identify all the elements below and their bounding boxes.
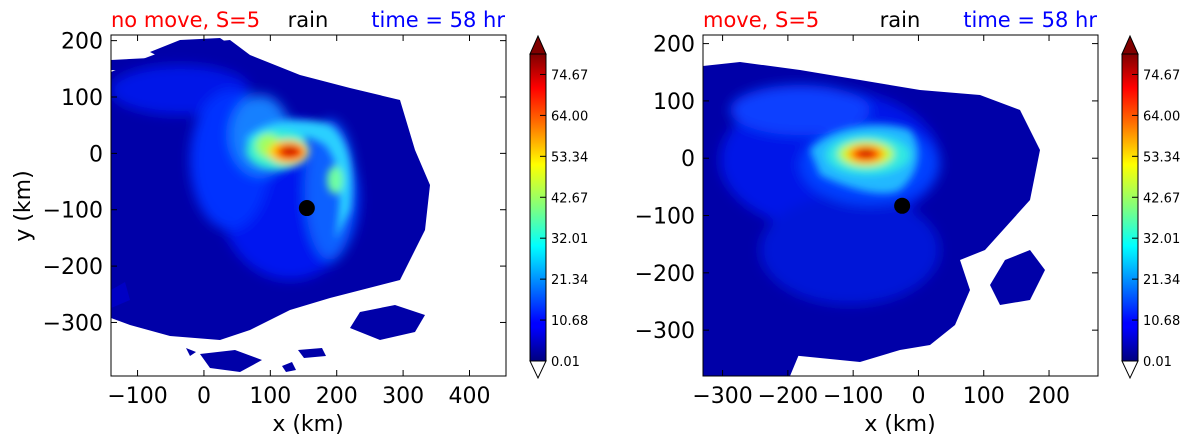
panel1-rain-field: [111, 38, 430, 372]
panel2-colorbar-tick-label: 42.67: [1143, 191, 1180, 206]
panel1-colorbar: 0.01 10.68 21.34 32.01 42.67 53.34 64.00 74.67: [529, 34, 588, 380]
panel2-colorbar-tick-label: 74.67: [1143, 68, 1180, 83]
panel1-title-left: no move, S=5: [111, 8, 260, 32]
panel1-y-axis: 200 100 0 −100 −200 −300: [43, 30, 506, 336]
panel2-xtick-label: 0: [911, 384, 925, 409]
panel1-plot-frame: [110, 34, 507, 377]
panel-move: move, S=5 rain time = 58 hr −300: [635, 8, 1181, 437]
panel1-ytick-label: −100: [43, 199, 103, 224]
panel2-x-axis: −300 −200 −100 0 100 200: [692, 35, 1070, 409]
panel2-xtick-label: −100: [823, 384, 883, 409]
panel2-ytick-label: −300: [635, 319, 695, 344]
panel1-xtick-label: 300: [382, 384, 424, 409]
panel1-xlabel: x (km): [272, 412, 343, 437]
panel2-colorbar-tick-label: 0.01: [1143, 355, 1172, 370]
panel1-title-right: time = 58 hr: [371, 8, 505, 32]
panel1-storm-center-marker: [298, 200, 315, 217]
panel2-colorbar-tick-label: 21.34: [1143, 273, 1180, 288]
panel1-colorbar-tick-label: 10.68: [551, 314, 588, 329]
panel2-ytick-label: 200: [653, 33, 695, 58]
panel2-title-left: move, S=5: [703, 8, 819, 32]
panel1-colorbar-tick-label: 0.01: [551, 355, 580, 370]
panel2-title-right: time = 58 hr: [963, 8, 1097, 32]
panel1-colorbar-max-arrow: [529, 34, 547, 55]
panel1-colorbar-tick-label: 53.34: [551, 150, 588, 165]
panel2-rain-field: [703, 62, 1045, 376]
panel1-colorbar-tick-label: 64.00: [551, 109, 588, 124]
panel2-colorbar-tick-label: 53.34: [1143, 150, 1180, 165]
panel1-xtick-label: 0: [197, 384, 211, 409]
panel2-xtick-label: 100: [963, 384, 1005, 409]
panel2-colorbar-min-arrow: [1121, 360, 1139, 380]
panel1-ytick-label: 0: [89, 142, 103, 167]
panel2-ytick-label: −200: [635, 262, 695, 287]
panel2-xlabel: x (km): [864, 412, 935, 437]
panel1-xtick-label: 400: [448, 384, 490, 409]
panel2-xtick-label: −200: [758, 384, 818, 409]
panel1-colorbar-min-arrow: [529, 360, 547, 380]
panel2-storm-center-marker: [894, 197, 911, 214]
panel2-xtick-label: 200: [1028, 384, 1070, 409]
panel1-colorbar-tick-label: 74.67: [551, 68, 588, 83]
panel2-ytick-label: −100: [635, 205, 695, 230]
panel1-ytick-label: −200: [43, 255, 103, 280]
panel1-colorbar-tick-label: 42.67: [551, 191, 588, 206]
panel2-colorbar-tick-label: 64.00: [1143, 109, 1180, 124]
panel-no-move: no move, S=5 rain time = 58 hr: [11, 8, 588, 437]
panel2-ytick-label: 0: [681, 147, 695, 172]
panel1-xtick-label: −100: [107, 384, 167, 409]
panel1-colorbar-tick-label: 32.01: [551, 232, 588, 247]
panel1-ylabel: y (km): [11, 170, 36, 241]
panel2-colorbar-max-arrow: [1121, 34, 1139, 55]
panel1-xtick-label: 100: [249, 384, 291, 409]
panel2-colorbar-tick-label: 10.68: [1143, 314, 1180, 329]
panel2-title-center: rain: [880, 8, 921, 32]
panel2-plot-frame: [702, 34, 1099, 377]
panel2-xtick-label: −300: [692, 384, 752, 409]
panel1-colorbar-tick-label: 21.34: [551, 273, 588, 288]
panel2-ytick-label: 100: [653, 90, 695, 115]
panel1-ytick-label: 200: [61, 30, 103, 55]
panel1-title-center: rain: [288, 8, 329, 32]
panel1-ytick-label: −300: [43, 311, 103, 336]
panel1-xtick-label: 200: [316, 384, 358, 409]
panel2-colorbar: 0.01 10.68 21.34 32.01 42.67 53.34 64.00 74.67: [1121, 34, 1180, 380]
panel1-x-axis: −100 0 100 200 300 400: [107, 35, 490, 409]
panel2-y-axis: 200 100 0 −100 −200 −300: [635, 33, 1098, 344]
panel1-ytick-label: 100: [61, 86, 103, 111]
panel2-colorbar-tick-label: 32.01: [1143, 232, 1180, 247]
